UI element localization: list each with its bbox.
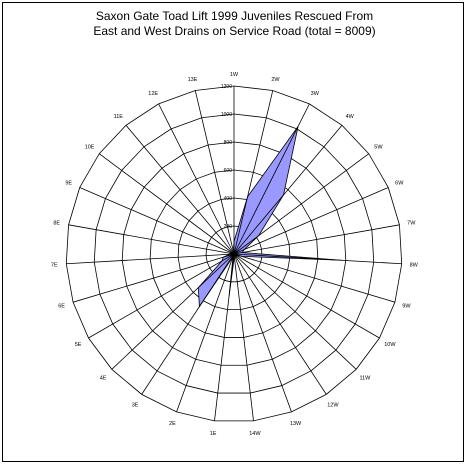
spoke-5E	[88, 253, 235, 339]
category-label-9E: 9E	[65, 181, 72, 187]
spoke-6E	[72, 253, 235, 303]
radial-tick-labels: 0 200 400 600 800 1000 1200	[221, 84, 232, 258]
r-tick-label: 600	[224, 168, 233, 174]
r-tick-label: 0	[229, 252, 232, 258]
chart-title-line-1: Saxon Gate Toad Lift 1999 Juveniles Resc…	[95, 9, 374, 23]
category-label-4W: 4W	[346, 114, 355, 120]
chart-title: Saxon Gate Toad Lift 1999 Juveniles Resc…	[0, 9, 469, 39]
spoke-8W	[233, 253, 402, 265]
category-label-2E: 2E	[169, 421, 176, 427]
r-tick-label: 400	[224, 196, 233, 202]
category-label-2W: 2W	[271, 77, 280, 83]
r-tick-label: 800	[224, 140, 233, 146]
spoke-4W	[233, 125, 343, 255]
spoke-2E	[176, 253, 235, 413]
category-label-12E: 12E	[148, 91, 158, 97]
spoke-1E	[214, 253, 235, 421]
spoke-4E	[111, 253, 235, 370]
category-label-14W: 14W	[249, 431, 261, 437]
category-label-1E: 1E	[210, 431, 217, 437]
spoke-11W	[233, 253, 357, 370]
category-label-3E: 3E	[132, 402, 139, 408]
spoke-14W	[233, 253, 254, 421]
category-label-12W: 12W	[327, 402, 339, 408]
spoke-12E	[158, 103, 235, 255]
spoke-10W	[233, 253, 380, 339]
r-tick-label: 1000	[221, 112, 232, 118]
grid-ring-6	[65, 85, 403, 422]
spoke-2W	[233, 90, 274, 255]
spoke-9E	[79, 187, 235, 255]
spoke-11E	[125, 125, 235, 255]
category-label-4E: 4E	[100, 376, 107, 382]
category-label-9W: 9W	[402, 304, 411, 310]
category-labels: 1W 2W 3W 4W 5W 6W 7W 8W 9W 10W 11W 12W 13W 14W 1E 2E 3E 4…	[51, 72, 419, 437]
category-label-6E: 6E	[58, 304, 65, 310]
r-tick-label: 200	[224, 224, 233, 230]
grid-ring-5	[93, 113, 375, 394]
category-label-10E: 10E	[85, 145, 95, 151]
grid-ring-2	[177, 197, 291, 311]
grid-ring-4	[121, 141, 347, 366]
spoke-5W	[233, 153, 369, 255]
spoke-7W	[233, 224, 400, 255]
spoke-10E	[99, 153, 235, 255]
category-label-13W: 13W	[290, 421, 302, 427]
spoke-13W	[233, 253, 292, 413]
category-label-11E: 11E	[114, 114, 124, 120]
grid-ring-1	[205, 225, 263, 283]
category-label-5W: 5W	[374, 145, 383, 151]
spoke-6W	[233, 187, 389, 255]
radar-grid	[65, 85, 403, 422]
spoke-8E	[68, 224, 235, 255]
category-label-11W: 11W	[359, 376, 371, 382]
category-label-1W: 1W	[230, 72, 239, 78]
grid-ring-3	[149, 169, 319, 338]
chart-title-line-2: East and West Drains on Service Road (to…	[93, 24, 376, 38]
spoke-7E	[66, 253, 235, 265]
category-label-7W: 7W	[407, 221, 416, 227]
category-label-8W: 8W	[410, 263, 419, 269]
category-label-10W: 10W	[384, 342, 396, 348]
category-label-6W: 6W	[395, 181, 404, 187]
category-label-13E: 13E	[188, 77, 198, 83]
category-label-8E: 8E	[53, 221, 60, 227]
spoke-9W	[233, 253, 396, 303]
category-label-7E: 7E	[51, 263, 58, 269]
chart-frame	[2, 2, 464, 462]
r-tick-label: 1200	[221, 84, 232, 90]
category-label-3W: 3W	[311, 91, 320, 97]
spoke-13E	[194, 90, 235, 255]
spoke-12W	[233, 253, 327, 395]
spoke-3E	[141, 253, 235, 395]
category-label-5E: 5E	[75, 342, 82, 348]
radar-spokes	[66, 86, 402, 421]
spoke-3W	[233, 103, 310, 255]
